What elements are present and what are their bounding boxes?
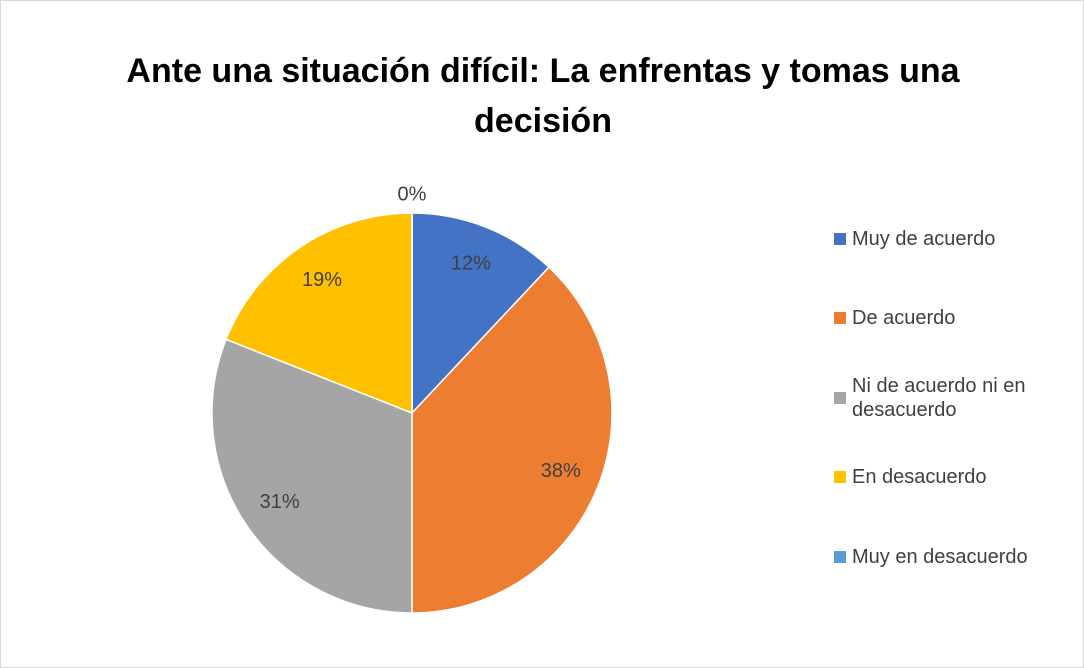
pie-slice — [225, 212, 413, 415]
legend-label: En desacuerdo — [852, 466, 987, 489]
legend-item: Muy de acuerdo — [834, 199, 1074, 279]
data-label: 0% — [398, 183, 427, 205]
legend-item: De acuerdo — [834, 279, 1074, 359]
legend-item: Muy en desacuerdo — [834, 517, 1074, 597]
legend-label: De acuerdo — [852, 307, 956, 330]
pie-slice — [411, 212, 550, 415]
data-label: 38% — [541, 460, 581, 482]
legend-swatch — [834, 391, 846, 404]
legend-swatch — [834, 471, 846, 484]
chart-title: Ante una situación difícil: La enfrentas… — [126, 52, 960, 140]
legend-swatch — [834, 232, 846, 245]
legend-label: Ni de acuerdo ni en desacuerdo — [852, 374, 1026, 421]
legend-label: Muy de acuerdo — [852, 227, 996, 250]
legend-swatch — [834, 312, 846, 325]
data-label: 12% — [451, 253, 491, 275]
pie-slice — [211, 338, 413, 614]
data-label: 19% — [302, 269, 342, 291]
legend-swatch — [834, 550, 846, 563]
legend-label: Muy en desacuerdo — [852, 545, 1028, 568]
legend-item: En desacuerdo — [834, 438, 1074, 518]
pie-slice — [411, 266, 613, 614]
data-label: 31% — [260, 491, 300, 513]
legend-item: Ni de acuerdo ni en desacuerdo — [834, 358, 1074, 438]
legend: Muy de acuerdo De acuerdo Ni de acuerdo ni… — [834, 199, 1074, 597]
